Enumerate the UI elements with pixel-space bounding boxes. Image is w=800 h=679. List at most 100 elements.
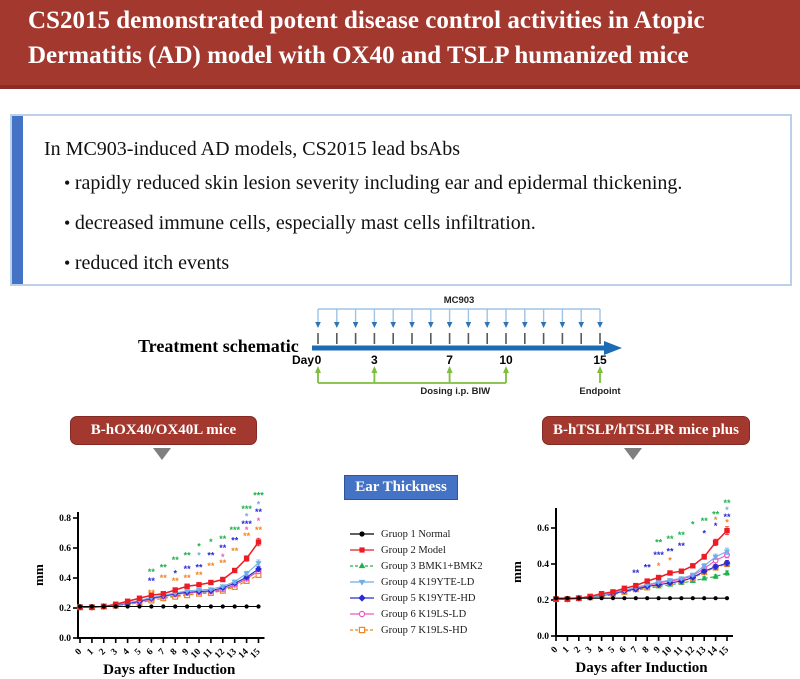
svg-text:**: ** [701,516,709,526]
page-title-line2: Dermatitis (AD) model with OX40 and TSLP… [28,42,689,69]
svg-text:**: ** [632,568,640,578]
legend-marker-icon [350,547,374,553]
svg-text:**: ** [195,563,203,573]
svg-text:8: 8 [641,645,652,656]
legend-marker-icon [350,626,374,634]
svg-text:*: * [691,519,695,529]
svg-text:**: ** [184,564,192,574]
legend-marker-icon [350,562,374,569]
svg-text:*: * [702,528,706,538]
schematic-elements: MC903 Day 0 3 7 10 15 Dosing i.p. BIW Endpoint [292,295,622,397]
svg-text:6: 6 [145,647,156,658]
treatment-schematic-diagram: MC903 Day 0 3 7 10 15 Dosing i.p. BIW Endpoint [292,295,622,397]
svg-text:**: ** [148,576,156,586]
ear-thickness-badge: Ear Thickness [344,475,458,500]
svg-text:0.4: 0.4 [537,560,549,570]
legend-item-label: Gruop 1 Normal [381,528,451,540]
svg-text:7: 7 [446,353,453,367]
svg-text:0: 0 [74,647,85,658]
significance-annotations: **** ***************************** [632,498,731,578]
svg-text:15: 15 [249,647,263,661]
svg-text:2: 2 [97,647,108,658]
svg-text:***: *** [241,504,252,514]
svg-text:3: 3 [584,645,595,656]
svg-text:**: ** [255,525,263,535]
svg-text:15: 15 [593,353,607,367]
svg-text:3: 3 [371,353,378,367]
svg-text:**: ** [219,558,227,568]
legend-marker-icon [350,610,374,618]
arrow-down-icon [624,448,642,460]
svg-text:**: ** [148,588,156,598]
legend-marker-icon [350,579,374,586]
legend-item-label: Group 5 K19YTE-HD [381,592,476,604]
svg-text:4: 4 [121,647,132,658]
svg-text:*: * [257,516,261,526]
svg-text:1: 1 [86,647,97,658]
svg-text:0.4: 0.4 [59,574,71,584]
series-gruop-1-normal [77,604,261,609]
svg-text:0.6: 0.6 [537,524,549,534]
x-axis-label: Days after Induction [103,662,236,678]
significance-annotations: ****************************************… [148,491,264,599]
header-banner: CS2015 demonstrated potent disease contr… [0,0,800,89]
panel-label-left: B-hOX40/OX40L mice [70,416,257,445]
dosing-label: Dosing i.p. BIW [420,386,490,397]
svg-text:*: * [173,569,177,579]
svg-text:**: ** [723,512,731,522]
series-gruop-1-normal [553,596,730,601]
legend-item: Group 5 K19YTE-HD [349,590,483,606]
svg-text:**: ** [243,531,251,541]
legend-item-label: Group 6 K19LS-LD [381,608,467,620]
svg-text:***: *** [253,491,264,501]
svg-text:**: ** [219,543,227,553]
svg-text:10: 10 [499,353,513,367]
chart-legend: Gruop 1 Normal Group 2 Model Group 3 BMK1+… [349,526,483,638]
svg-text:**: ** [231,546,239,556]
svg-text:*: * [668,555,672,565]
legend-item-label: Group 3 BMK1+BMK2 [381,560,483,572]
svg-text:**: ** [160,573,168,583]
svg-text:**: ** [207,551,215,561]
svg-text:*: * [657,561,661,571]
day-axis-label: Day [292,353,314,367]
svg-text:0.8: 0.8 [59,514,71,524]
svg-text:0.2: 0.2 [59,604,71,614]
legend-item: Group 7 K19LS-HD [349,622,483,638]
svg-text:**: ** [666,546,674,556]
page-title-line1: CS2015 demonstrated potent disease contr… [28,7,705,34]
chart-ear-thickness-ox40: 0.00.20.40.60.80 1 2 3 4 5 6 7 8 9101112131415Day… [31,491,265,678]
svg-text:5: 5 [607,645,618,656]
svg-text:6: 6 [618,645,629,656]
svg-text:*: * [197,551,201,561]
svg-text:**: ** [678,530,686,540]
svg-text:8: 8 [169,647,180,658]
legend-item: Group 6 K19LS-LD [349,606,483,622]
summary-box: In MC903-induced AD models, CS2015 lead … [10,114,792,286]
legend-item: Group 4 K19YTE-LD [349,574,483,590]
svg-text:**: ** [219,534,227,544]
svg-text:7: 7 [157,647,168,658]
svg-text:**: ** [184,551,192,561]
svg-text:**: ** [712,510,720,520]
svg-text:*: * [197,542,201,552]
mc903-label: MC903 [444,295,475,306]
svg-text:*: * [245,525,249,535]
svg-text:**: ** [195,570,203,580]
svg-text:4: 4 [595,645,606,656]
svg-text:***: *** [229,525,240,535]
legend-item: Group 2 Model [349,542,483,558]
svg-text:*: * [221,552,225,562]
svg-text:*: * [245,512,249,522]
svg-text:**: ** [678,541,686,551]
svg-text:**: ** [666,534,674,544]
svg-text:*: * [725,505,729,515]
svg-text:**: ** [207,561,215,571]
svg-text:0.6: 0.6 [59,544,71,554]
treatment-schematic-label: Treatment schematic [138,336,299,356]
bullet-item: decreased immune cells, especially mast … [64,212,682,235]
arrow-down-icon [153,448,171,460]
legend-item: Gruop 1 Normal [349,526,483,542]
